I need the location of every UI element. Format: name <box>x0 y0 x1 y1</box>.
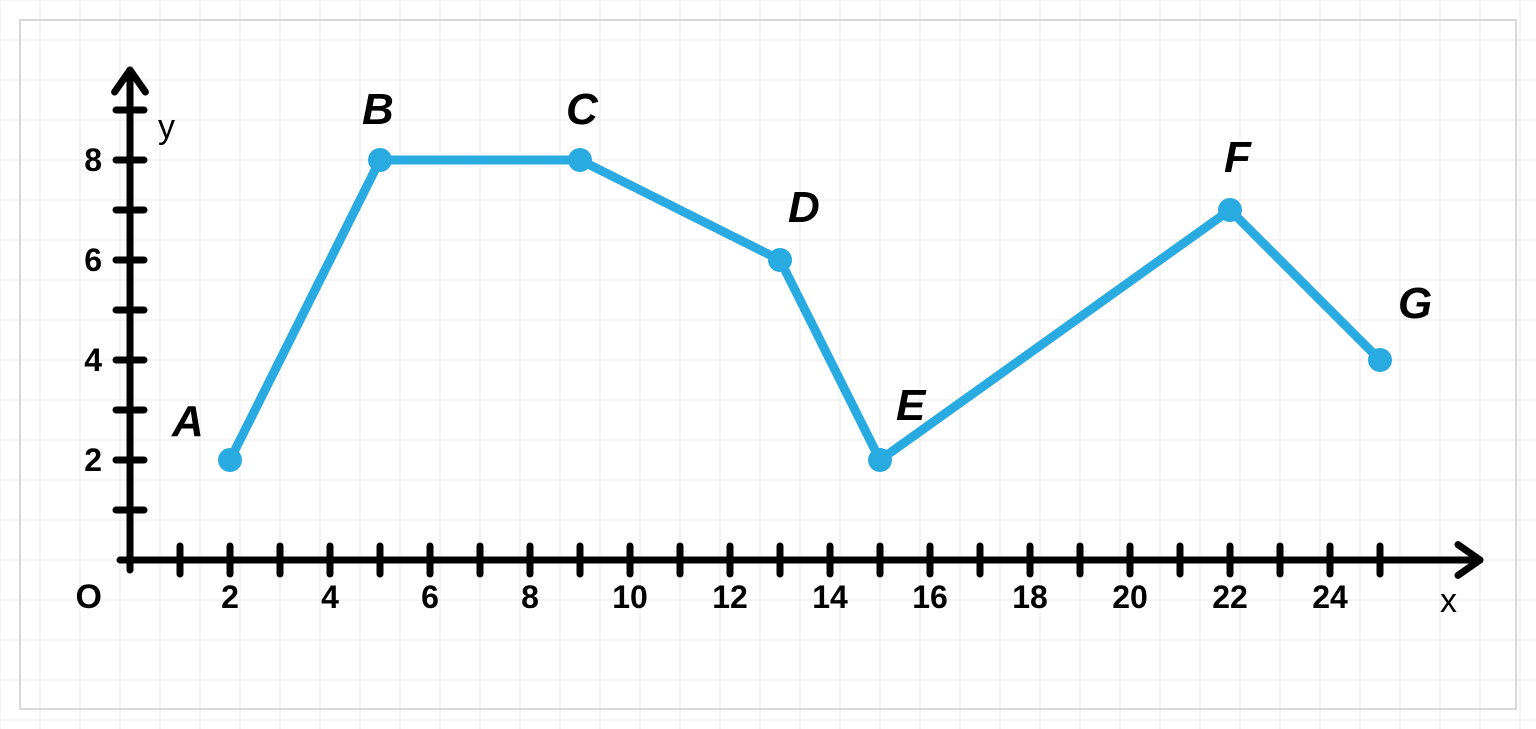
coordinate-plot: 246810121416182022242468OxyABCDEFG <box>0 0 1536 729</box>
data-point-C <box>568 148 592 172</box>
x-tick-label: 12 <box>712 579 748 615</box>
point-label-D: D <box>788 183 820 232</box>
chart-background <box>0 0 1536 729</box>
data-point-D <box>768 248 792 272</box>
x-tick-label: 8 <box>521 579 539 615</box>
x-tick-label: 10 <box>612 579 648 615</box>
x-tick-label: 4 <box>321 579 339 615</box>
x-tick-label: 22 <box>1212 579 1248 615</box>
x-axis-label: x <box>1440 582 1457 620</box>
y-tick-label: 6 <box>84 242 102 278</box>
point-label-B: B <box>362 85 394 134</box>
x-tick-label: 6 <box>421 579 439 615</box>
x-tick-label: 2 <box>221 579 239 615</box>
origin-label: O <box>76 578 102 616</box>
x-tick-label: 16 <box>912 579 948 615</box>
y-tick-label: 4 <box>84 342 102 378</box>
data-point-G <box>1368 348 1392 372</box>
point-label-E: E <box>896 381 927 430</box>
x-tick-label: 14 <box>812 579 848 615</box>
x-tick-label: 24 <box>1312 579 1348 615</box>
data-point-B <box>368 148 392 172</box>
point-label-C: C <box>566 85 599 134</box>
y-axis-label: y <box>158 108 175 146</box>
data-point-E <box>868 448 892 472</box>
y-tick-label: 8 <box>84 142 102 178</box>
x-tick-label: 18 <box>1012 579 1048 615</box>
point-label-G: G <box>1398 279 1432 328</box>
point-label-F: F <box>1224 133 1252 182</box>
data-point-F <box>1218 198 1242 222</box>
data-point-A <box>218 448 242 472</box>
x-tick-label: 20 <box>1112 579 1148 615</box>
point-label-A: A <box>171 397 204 446</box>
y-tick-label: 2 <box>84 442 102 478</box>
